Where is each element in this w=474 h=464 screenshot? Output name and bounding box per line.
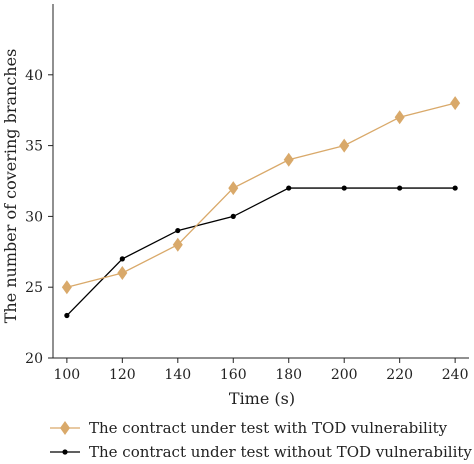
data-point-without-tod — [341, 185, 347, 191]
y-tick-label: 20 — [25, 351, 43, 367]
x-tick-label: 220 — [386, 367, 413, 383]
x-tick-label: 140 — [164, 367, 191, 383]
data-point-with-tod — [339, 138, 350, 153]
series-line-without-tod — [66, 187, 456, 316]
data-point-without-tod — [64, 312, 70, 319]
legend-marker-diamond — [60, 421, 70, 435]
data-point-with-tod — [228, 181, 239, 196]
x-tick-label: 120 — [109, 367, 136, 383]
x-tick-label: 200 — [331, 367, 358, 383]
x-tick-label: 240 — [442, 367, 469, 383]
data-point-without-tod — [286, 185, 292, 191]
x-tick-label: 100 — [53, 367, 80, 383]
y-tick-label: 35 — [25, 139, 43, 155]
x-tick-label: 180 — [275, 367, 302, 383]
data-point-without-tod — [175, 227, 181, 234]
legend-label: The contract under test without TOD vuln… — [89, 443, 472, 461]
x-axis-title: Time (s) — [229, 389, 295, 408]
data-point-with-tod — [117, 266, 128, 281]
y-tick-label: 30 — [25, 209, 43, 225]
data-point-with-tod — [61, 280, 72, 295]
data-point-with-tod — [450, 96, 461, 111]
data-point-without-tod — [397, 185, 403, 191]
data-point-without-tod — [452, 185, 458, 191]
data-point-without-tod — [119, 256, 125, 262]
legend: The contract under test with TOD vulnera… — [50, 419, 472, 461]
legend-marker-circle — [62, 449, 68, 455]
data-point-with-tod — [394, 110, 405, 125]
data-point-without-tod — [230, 213, 236, 219]
y-tick-label: 40 — [25, 68, 43, 84]
data-point-with-tod — [283, 152, 294, 167]
series-line-with-tod — [66, 102, 456, 288]
plot-area: 100 120 140 160 180 200 220 240 20 25 30 35 40 — [25, 4, 469, 383]
y-axis-title: The number of covering branches — [1, 49, 20, 324]
legend-label: The contract under test with TOD vulnera… — [89, 419, 448, 437]
data-point-with-tod — [172, 237, 183, 252]
x-tick-label: 160 — [220, 367, 247, 383]
y-tick-label: 25 — [25, 280, 43, 296]
